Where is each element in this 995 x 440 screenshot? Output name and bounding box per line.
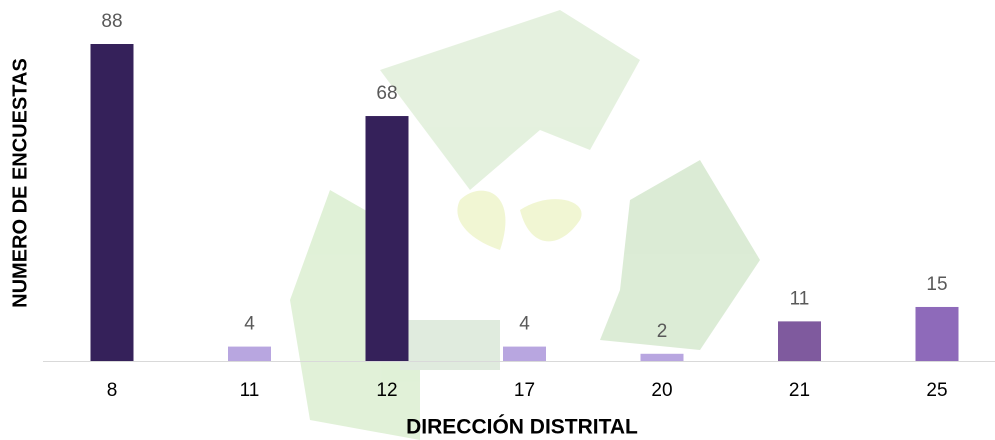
value-label: 4 [244,314,255,335]
x-tick-label: 17 [514,380,535,401]
x-tick-label: 20 [651,380,672,401]
bar [641,354,684,361]
bar [503,347,546,361]
x-axis-title: DIRECCIÓN DISTRITAL [406,415,638,439]
value-label: 68 [376,83,397,104]
value-label: 11 [790,288,810,309]
x-tick-label: 21 [789,380,810,401]
x-tick-label: 12 [376,380,397,401]
value-label: 88 [101,11,122,32]
x-tick-label: 8 [107,380,118,401]
x-tick-label: 11 [240,380,260,401]
watermark [290,10,760,440]
bar [228,347,271,361]
value-label: 2 [657,321,668,342]
value-label: 4 [519,314,530,335]
chart: DIRECCIÓN DISTRITAL NUMERO DE ENCUESTAS … [0,0,995,440]
bar [91,44,134,361]
value-label: 15 [926,274,947,295]
bar [916,307,959,361]
bar [366,116,409,361]
bar [778,321,821,361]
y-axis-title: NUMERO DE ENCUESTAS [9,58,31,308]
x-tick-label: 25 [926,380,947,401]
